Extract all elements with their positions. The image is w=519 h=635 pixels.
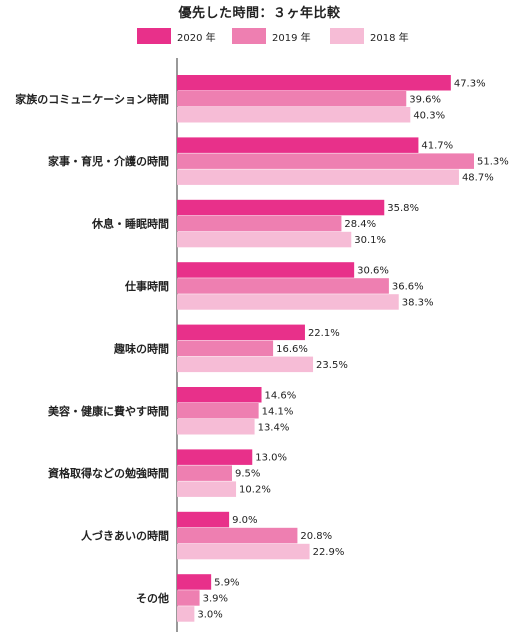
- bar-2020年: [177, 137, 419, 153]
- bar-2018年: [177, 294, 399, 310]
- data-label: 41.7%: [421, 141, 453, 152]
- data-label: 47.3%: [454, 78, 486, 89]
- bar-2018年: [177, 107, 411, 123]
- data-label: 51.3%: [477, 157, 509, 168]
- data-label: 16.6%: [276, 344, 308, 355]
- data-label: 28.4%: [344, 219, 376, 230]
- data-label: 23.5%: [316, 360, 348, 371]
- legend-swatch-2019: [232, 28, 266, 44]
- bar-2019年: [177, 153, 474, 169]
- legend-item-2020: 2020 年: [137, 27, 216, 45]
- bar-2018年: [177, 419, 255, 435]
- bar-2020年: [177, 324, 305, 341]
- bar-2019年: [177, 340, 274, 357]
- bar-2018年: [177, 356, 314, 373]
- data-label: 30.6%: [357, 265, 389, 276]
- data-label: 40.3%: [413, 110, 445, 121]
- data-label: 13.0%: [255, 453, 287, 464]
- data-label: 30.1%: [354, 235, 386, 246]
- category-label: その他: [136, 591, 169, 605]
- data-label: 22.1%: [308, 328, 340, 339]
- data-label: 22.9%: [313, 547, 345, 558]
- bar-2018年: [177, 481, 237, 497]
- bar-2019年: [177, 527, 298, 544]
- category-label: 資格取得などの勉強時間: [48, 466, 169, 480]
- bar-2019年: [177, 215, 342, 232]
- data-label: 3.0%: [197, 609, 222, 620]
- legend-label-2020: 2020 年: [177, 32, 216, 44]
- data-label: 10.2%: [239, 485, 271, 496]
- bar-2018年: [177, 231, 352, 248]
- chart-title: 優先した時間：３ヶ年比較: [178, 6, 341, 21]
- bar-2019年: [177, 278, 389, 294]
- bar-2020年: [177, 199, 385, 216]
- data-label: 14.1%: [262, 406, 294, 417]
- bar-2020年: [177, 449, 253, 465]
- data-label: 35.8%: [387, 203, 419, 214]
- category-label: 家事・育児・介護の時間: [48, 154, 169, 168]
- legend-swatch-2018: [330, 28, 364, 44]
- category-label: 美容・健康に費やす時間: [48, 404, 169, 418]
- bar-2020年: [177, 75, 451, 91]
- data-label: 14.6%: [265, 390, 297, 401]
- bar-2018年: [177, 606, 195, 622]
- category-label: 人づきあいの時間: [81, 529, 169, 543]
- bar-2019年: [177, 403, 259, 419]
- category-label: 趣味の時間: [113, 341, 169, 355]
- legend-item-2019: 2019 年: [232, 27, 311, 45]
- legend-label-2018: 2018 年: [370, 32, 409, 44]
- data-label: 38.3%: [402, 297, 434, 308]
- data-label: 36.6%: [392, 281, 424, 292]
- category-label: 休息・睡眠時間: [91, 217, 169, 231]
- category-label: 仕事時間: [124, 279, 169, 293]
- data-label: 13.4%: [258, 422, 290, 433]
- category-label: 家族のコミュニケーション時間: [15, 92, 169, 106]
- legend: 2020 年 2019 年 2018 年: [0, 27, 519, 47]
- bar-2018年: [177, 169, 459, 185]
- data-label: 3.9%: [203, 593, 228, 604]
- bar-2018年: [177, 543, 310, 560]
- bar-2020年: [177, 511, 230, 528]
- data-label: 48.7%: [462, 173, 494, 184]
- data-label: 5.9%: [214, 577, 239, 588]
- data-label: 20.8%: [300, 531, 332, 542]
- legend-swatch-2020: [137, 28, 171, 44]
- bar-2020年: [177, 387, 262, 403]
- data-label: 39.6%: [409, 94, 441, 105]
- data-label: 9.5%: [235, 469, 260, 480]
- legend-item-2018: 2018 年: [330, 27, 409, 45]
- bar-2019年: [177, 465, 232, 481]
- data-label: 9.0%: [232, 515, 257, 526]
- bar-2019年: [177, 91, 407, 107]
- bar-2019年: [177, 590, 200, 606]
- bar-2020年: [177, 574, 212, 590]
- legend-label-2019: 2019 年: [272, 32, 311, 44]
- bar-2020年: [177, 262, 355, 278]
